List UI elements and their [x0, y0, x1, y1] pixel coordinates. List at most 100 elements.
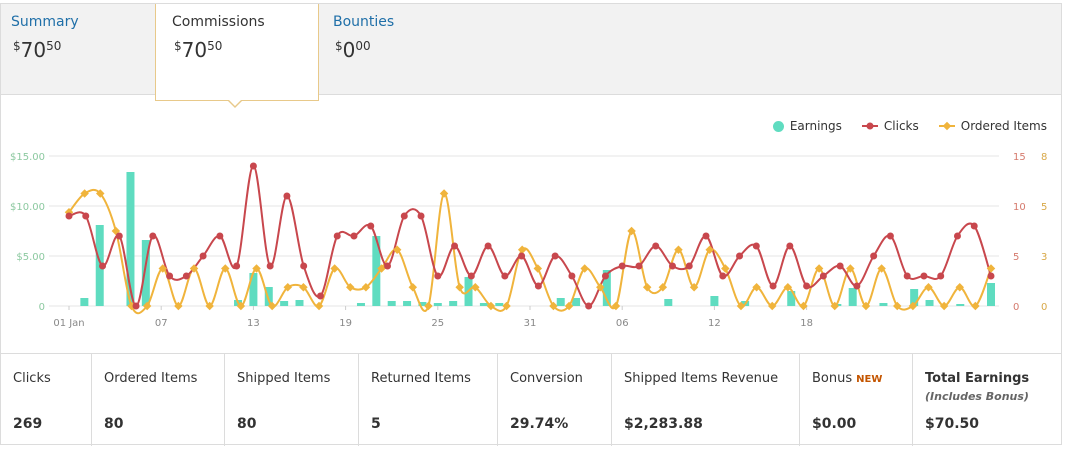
clicks-point [233, 262, 241, 270]
y-right-ordered-tick-label: 3 [1041, 252, 1047, 263]
earnings-bar [295, 300, 304, 306]
ordered-items-point [814, 264, 824, 273]
ordered-items-point [549, 301, 558, 311]
clicks-point [819, 272, 827, 280]
clicks-point [886, 232, 894, 240]
tab-commissions-amount: $7050 [174, 38, 223, 62]
y-right-clicks-tick-label: 0 [1013, 302, 1019, 313]
earnings-bar [403, 301, 412, 306]
clicks-point [199, 252, 207, 260]
earnings-bar [710, 296, 719, 306]
ordered-items-point [580, 264, 589, 273]
x-tick-label: 18 [800, 318, 813, 329]
ordered-items-point [174, 301, 183, 311]
clicks-point [367, 222, 375, 230]
y-left-tick-label: $15.00 [10, 152, 45, 163]
legend-earnings[interactable]: Earnings [772, 119, 842, 133]
ordered-items-point [783, 283, 793, 292]
legend-ordered-label: Ordered Items [960, 119, 1047, 133]
earnings-bar [418, 302, 427, 306]
tab-commissions[interactable]: Commissions $7050 [155, 4, 319, 101]
tab-summary[interactable]: Summary $7050 [1, 4, 151, 94]
ordered-items-point [299, 283, 308, 292]
x-tick-label: 19 [339, 318, 352, 329]
x-tick-label: 07 [155, 318, 168, 329]
tab-summary-label: Summary [11, 14, 79, 30]
clicks-point [350, 232, 358, 240]
ordered-items-point [721, 264, 730, 273]
clicks-point [216, 232, 224, 240]
earnings-bar [925, 300, 934, 306]
stat-conversion-label: Conversion [510, 371, 583, 386]
stat-returned-label: Returned Items [371, 371, 471, 386]
clicks-swatch-icon [861, 122, 878, 130]
ordered-items-point [767, 301, 777, 311]
clicks-point [182, 272, 190, 280]
y-right-ordered-tick-label: 8 [1041, 152, 1047, 163]
clicks-point [149, 232, 157, 240]
earnings-bar [387, 301, 396, 306]
stat-clicks-label: Clicks [13, 371, 51, 386]
stat-shipped-value: 80 [237, 416, 257, 432]
clicks-point [400, 212, 408, 220]
ordered-items-point [861, 301, 871, 311]
clicks-point [166, 272, 174, 280]
ordered-items-point [752, 283, 761, 292]
ordered-items-point [971, 301, 980, 311]
legend-ordered-items[interactable]: Ordered Items [938, 119, 1047, 133]
y-right-ordered-tick-label: 5 [1041, 202, 1047, 213]
ordered-items-point [736, 301, 746, 311]
tab-bounties[interactable]: Bounties $000 [323, 4, 483, 94]
earnings-swatch-icon [772, 120, 784, 132]
clicks-point [786, 242, 794, 250]
y-left-tick-label: $5.00 [16, 252, 45, 263]
ordered-items-point [205, 301, 214, 311]
earnings-bar [956, 304, 965, 306]
clicks-point [65, 212, 73, 220]
stats-bar: Clicks 269 Ordered Items 80 Shipped Item… [1, 353, 1061, 446]
earnings-bar [495, 303, 504, 306]
ordered-items-point [408, 283, 418, 292]
clicks-point [601, 272, 609, 280]
clicks-point [249, 162, 257, 170]
ordered-items-point [955, 283, 964, 292]
earnings-bar [126, 172, 135, 306]
clicks-point [870, 252, 878, 260]
stat-revenue-value: $2,283.88 [624, 416, 703, 432]
ordered-items-point [361, 283, 371, 292]
ordered-items-point [642, 283, 652, 292]
clicks-point [99, 262, 107, 270]
legend-clicks[interactable]: Clicks [861, 119, 919, 133]
earnings-bar [848, 288, 857, 306]
stat-conversion: Conversion 29.74% [498, 354, 612, 446]
ordered-items-point [424, 301, 433, 311]
stat-clicks-value: 269 [13, 416, 43, 432]
clicks-point [987, 272, 995, 280]
clicks-point [484, 242, 492, 250]
earnings-bar [264, 287, 273, 306]
clicks-point [518, 252, 526, 260]
ordered-items-point [658, 283, 668, 292]
new-badge: NEW [856, 374, 883, 385]
clicks-point [937, 272, 945, 280]
clicks-point [769, 282, 777, 290]
earnings-bar [280, 301, 289, 306]
x-tick-label: 31 [524, 318, 537, 329]
ordered-items-point [330, 264, 339, 273]
earnings-report-panel: Summary $7050 Commissions $7050 Bounties… [0, 3, 1062, 446]
earnings-bar [572, 298, 581, 306]
stat-ordered-label: Ordered Items [104, 371, 198, 386]
clicks-point [970, 222, 978, 230]
stat-returned-items: Returned Items 5 [359, 354, 498, 446]
earnings-bar [910, 289, 919, 306]
earnings-bar [372, 236, 381, 306]
stat-ordered-value: 80 [104, 416, 124, 432]
clicks-point [635, 262, 643, 270]
earnings-bar [879, 303, 888, 306]
ordered-swatch-icon [938, 121, 955, 131]
ordered-items-point [689, 283, 699, 292]
earnings-bar [987, 283, 995, 306]
tab-bounties-label: Bounties [333, 14, 395, 30]
clicks-point [853, 282, 861, 290]
earnings-chart: $15.00 15 8 $10.00 10 5 $5.00 5 3 0 0 0 01 Jan 07 13 19… [10, 152, 1047, 329]
